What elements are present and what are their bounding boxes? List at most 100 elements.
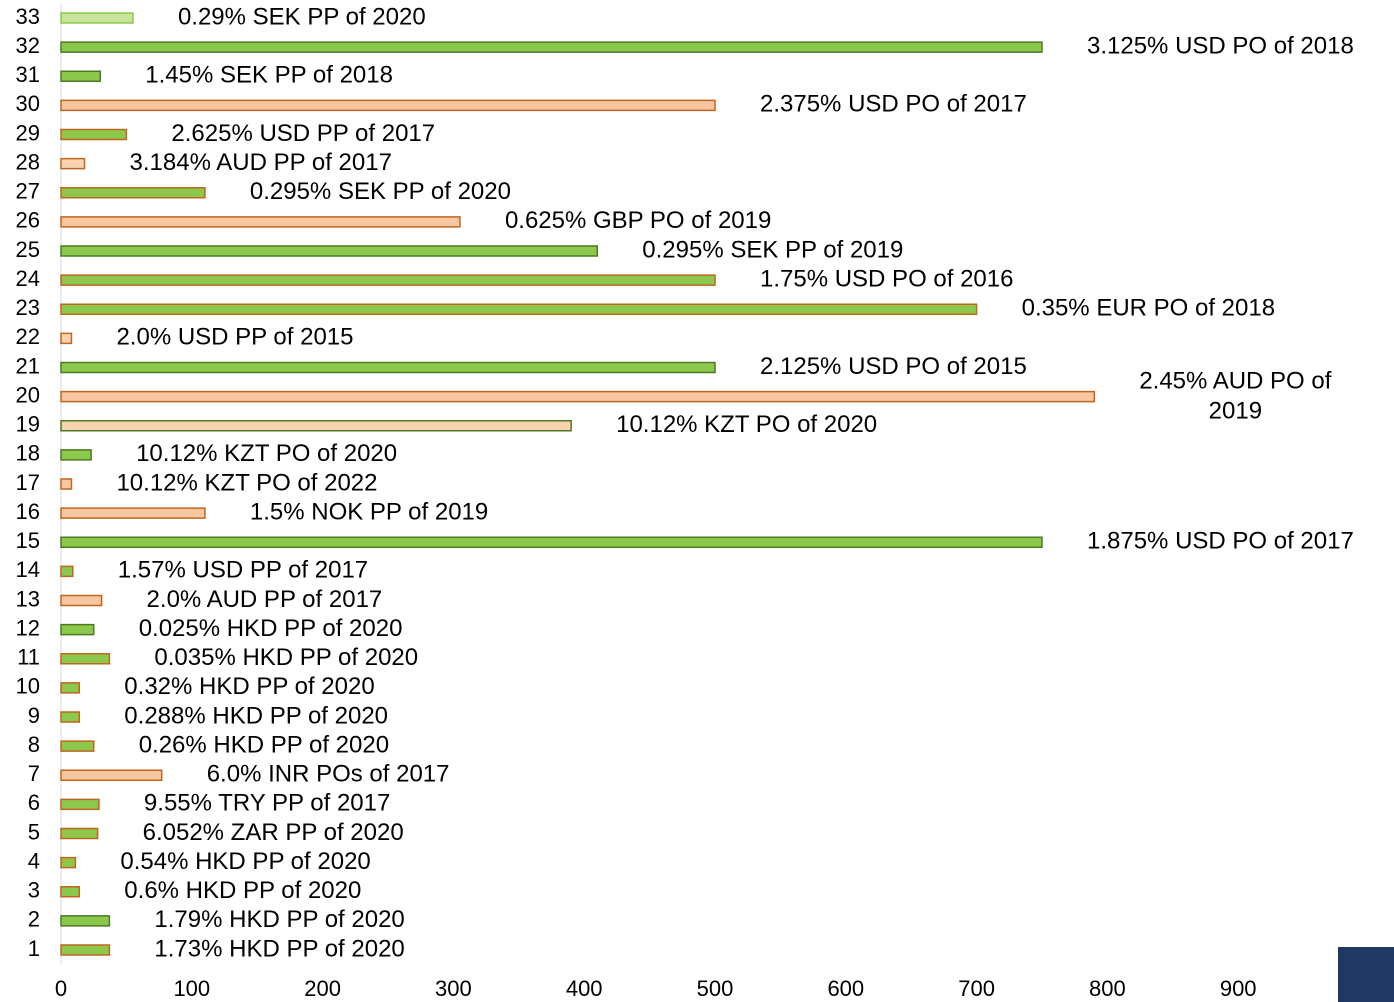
data-label: 10.12% KZT PO of 2020 <box>136 440 397 467</box>
y-tick-label: 20 <box>16 382 40 407</box>
y-tick-label: 30 <box>16 91 40 116</box>
bar <box>60 478 73 490</box>
data-label: 3.184% AUD PP of 2017 <box>130 149 392 176</box>
y-tick-label: 23 <box>16 295 40 320</box>
data-label: 1.875% USD PO of 2017 <box>1087 528 1354 555</box>
y-tick-label: 10 <box>16 674 40 699</box>
data-label: 0.288% HKD PP of 2020 <box>124 702 388 729</box>
x-tick-label: 0 <box>55 976 67 1001</box>
bar <box>60 507 206 519</box>
y-tick-label: 33 <box>16 4 40 29</box>
y-tick-label: 24 <box>16 266 40 291</box>
data-label: 1.5% NOK PP of 2019 <box>250 498 488 525</box>
x-tick-label: 700 <box>958 976 995 1001</box>
x-tick-label: 500 <box>697 976 734 1001</box>
x-tick-label: 600 <box>827 976 864 1001</box>
y-tick-label: 14 <box>16 557 40 582</box>
bar <box>60 12 134 24</box>
y-tick-label: 7 <box>28 761 40 786</box>
bar <box>60 565 74 578</box>
data-label: 0.295% SEK PP of 2020 <box>250 178 511 205</box>
y-tick-label: 28 <box>16 149 40 174</box>
x-tick-label: 300 <box>435 976 472 1001</box>
y-tick-label: 21 <box>16 353 40 378</box>
y-tick-label: 9 <box>28 703 40 728</box>
bar <box>60 274 716 286</box>
bar <box>60 856 77 869</box>
data-label: 1.75% USD PO of 2016 <box>760 265 1013 292</box>
data-label: 1.45% SEK PP of 2018 <box>145 62 393 89</box>
bar <box>60 915 111 927</box>
bar <box>60 420 572 432</box>
data-label: 2.625% USD PP of 2017 <box>171 120 435 147</box>
y-tick-label: 19 <box>16 412 40 437</box>
y-tick-label: 25 <box>16 237 40 262</box>
y-tick-label: 12 <box>16 615 40 640</box>
bar <box>60 740 95 752</box>
data-label: 0.035% HKD PP of 2020 <box>154 644 418 671</box>
y-tick-label: 1 <box>28 936 40 961</box>
data-label: 0.025% HKD PP of 2020 <box>139 615 403 642</box>
bar <box>60 157 86 170</box>
x-tick-label: 400 <box>566 976 603 1001</box>
y-tick-label: 6 <box>28 790 40 815</box>
data-label: 0.54% HKD PP of 2020 <box>120 848 370 875</box>
y-tick-label: 27 <box>16 179 40 204</box>
data-label: 1.73% HKD PP of 2020 <box>154 935 404 962</box>
bar <box>60 216 461 228</box>
bar <box>60 99 716 112</box>
x-tick-label: 800 <box>1089 976 1126 1001</box>
data-label: 1.57% USD PP of 2017 <box>118 557 368 584</box>
data-label: 2.45% AUD PO of 2019 <box>1139 368 1331 425</box>
bar <box>60 944 111 956</box>
data-label: 10.12% KZT PO of 2020 <box>616 411 877 438</box>
y-tick-label: 15 <box>16 528 40 553</box>
y-tick-label: 32 <box>16 33 40 58</box>
data-label: 2.0% USD PP of 2015 <box>116 324 353 351</box>
bar <box>60 798 100 811</box>
data-label: 10.12% KZT PO of 2022 <box>116 469 377 496</box>
corner-logo <box>1338 947 1394 1002</box>
bar <box>60 70 101 82</box>
data-label: 6.0% INR POs of 2017 <box>207 761 450 788</box>
bar <box>60 41 1043 53</box>
data-label: 0.32% HKD PP of 2020 <box>124 673 374 700</box>
y-tick-label: 18 <box>16 441 40 466</box>
x-tick-label: 200 <box>304 976 341 1001</box>
data-label: 0.35% EUR PO of 2018 <box>1022 295 1275 322</box>
bar <box>60 653 111 665</box>
y-tick-label: 11 <box>17 645 40 670</box>
bar <box>60 682 81 694</box>
bar <box>60 361 716 374</box>
y-tick-label: 3 <box>28 878 40 903</box>
y-tick-label: 29 <box>16 120 40 145</box>
data-label: 9.55% TRY PP of 2017 <box>144 790 390 817</box>
data-label: 6.052% ZAR PP of 2020 <box>143 819 404 846</box>
y-tick-label: 2 <box>28 907 40 932</box>
data-label: 2.125% USD PO of 2015 <box>760 353 1027 380</box>
bar <box>60 827 99 840</box>
y-tick-label: 22 <box>16 324 40 349</box>
bar <box>60 886 81 898</box>
x-tick-label: 900 <box>1220 976 1257 1001</box>
x-tick-label: 100 <box>173 976 210 1001</box>
y-tick-label: 13 <box>16 586 40 611</box>
data-label: 0.29% SEK PP of 2020 <box>178 3 426 30</box>
bar <box>60 128 128 141</box>
bar <box>60 390 1096 403</box>
bar <box>60 449 92 461</box>
bar <box>60 536 1043 548</box>
data-label: 2.375% USD PO of 2017 <box>760 91 1027 118</box>
bar <box>60 711 81 723</box>
y-tick-label: 4 <box>28 848 40 873</box>
y-tick-label: 16 <box>16 499 40 524</box>
bar <box>60 623 95 636</box>
data-label: 0.295% SEK PP of 2019 <box>642 236 903 263</box>
bar <box>60 594 103 607</box>
y-tick-label: 8 <box>28 732 40 757</box>
bar <box>60 303 978 315</box>
data-label: 0.6% HKD PP of 2020 <box>124 877 361 904</box>
data-label: 0.26% HKD PP of 2020 <box>139 731 389 758</box>
data-label: 2.0% AUD PP of 2017 <box>147 586 383 613</box>
